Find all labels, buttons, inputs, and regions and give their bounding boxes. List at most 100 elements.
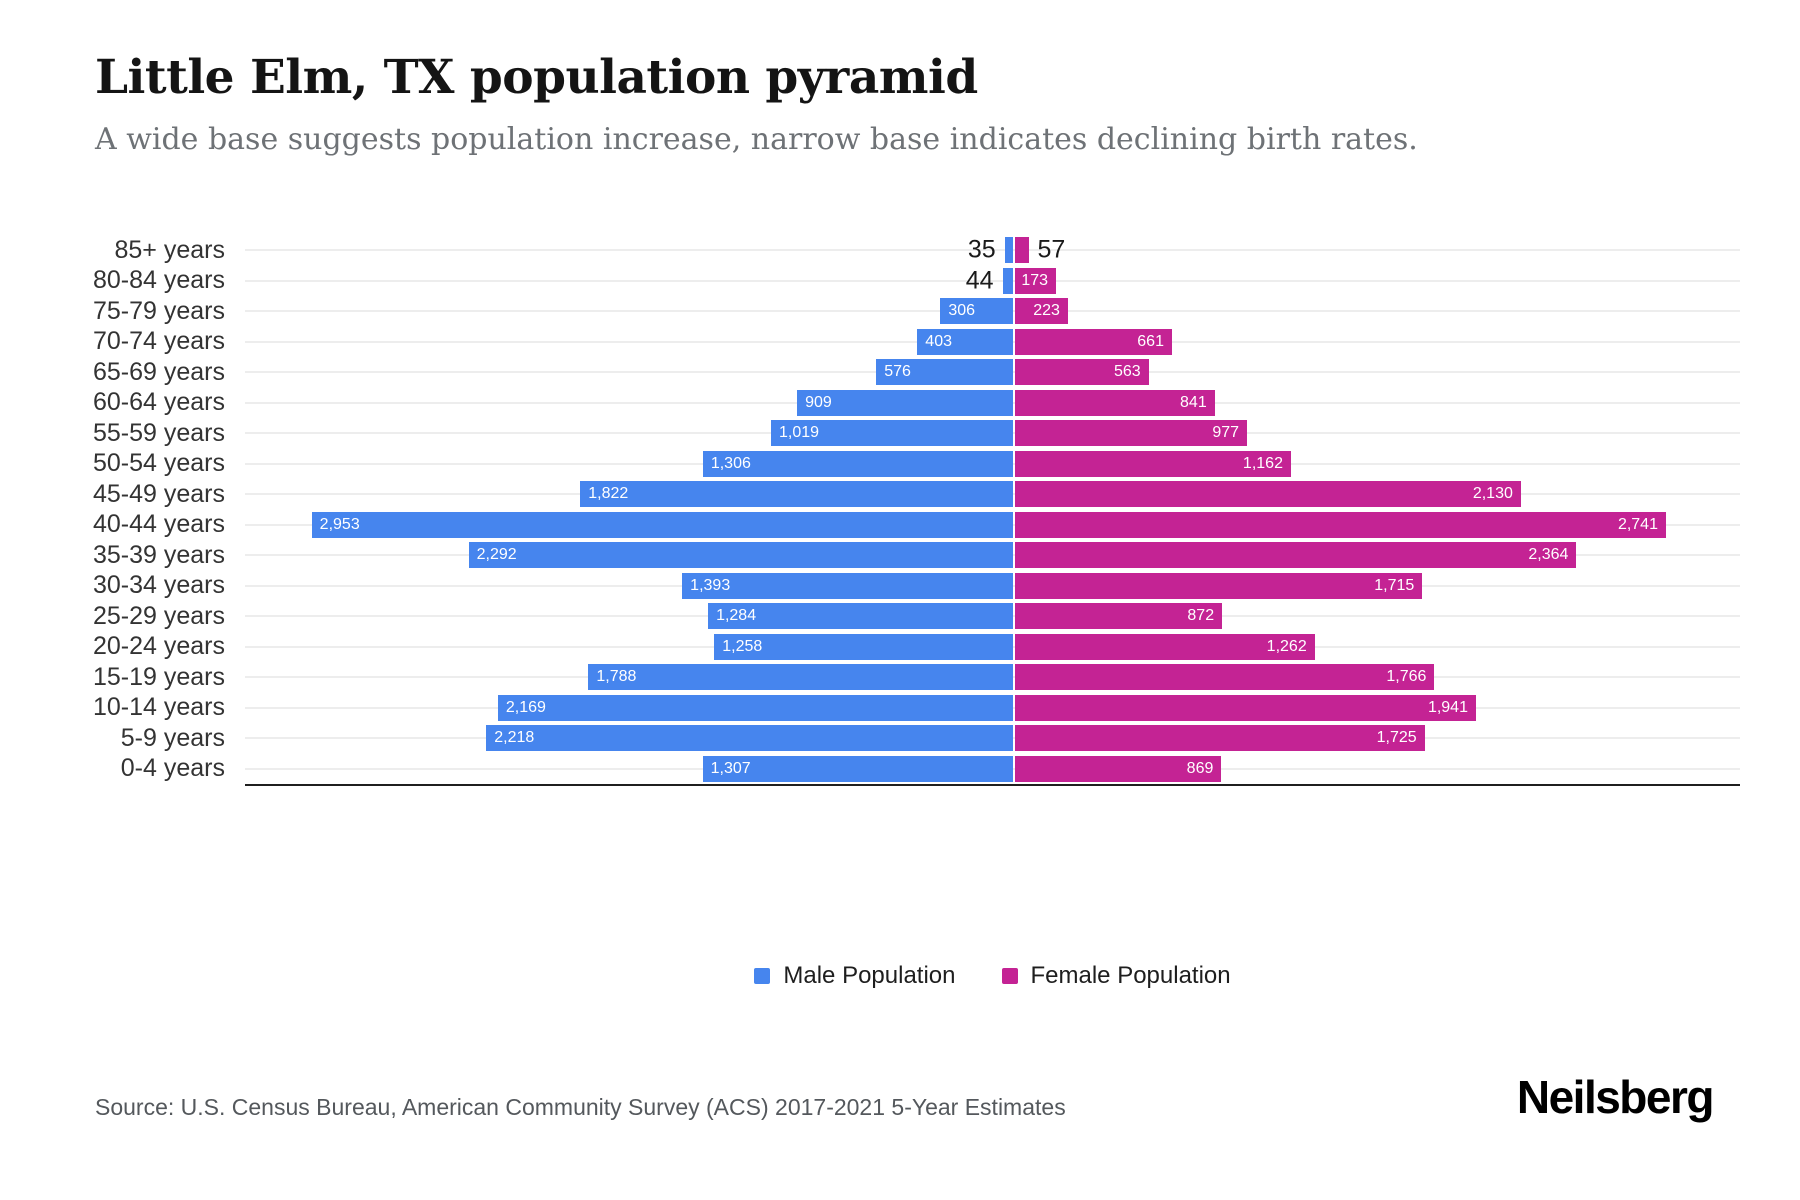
male-value-label: 1,822: [588, 485, 629, 503]
source-text: Source: U.S. Census Bureau, American Com…: [95, 1094, 1066, 1120]
plot-area: 1,258 1,262: [245, 632, 1740, 663]
pyramid-row: 0-4 years 1,307 869: [50, 754, 1740, 785]
female-bar[interactable]: [1015, 237, 1029, 264]
pyramid-row: 85+ years 35 57: [50, 235, 1740, 266]
plot-area: 2,218 1,725: [245, 723, 1740, 754]
female-value-label: 869: [1186, 759, 1214, 777]
female-value-label: 2,130: [1472, 485, 1513, 503]
plot-area: 1,284 872: [245, 601, 1740, 632]
male-value-label: 1,284: [716, 607, 757, 625]
chart-subtitle: A wide base suggests population increase…: [95, 122, 1418, 157]
male-value-label: 2,218: [494, 729, 535, 747]
legend-male-label: Male Population: [783, 962, 956, 989]
plot-area: 35 57: [245, 235, 1740, 266]
female-bar[interactable]: 223: [1015, 298, 1068, 325]
female-bar[interactable]: 1,766: [1015, 664, 1435, 691]
male-value-label: 306: [948, 302, 976, 320]
pyramid-row: 75-79 years 306 223: [50, 296, 1740, 327]
age-label: 65-69 years: [92, 357, 225, 386]
female-bar[interactable]: 1,725: [1015, 725, 1425, 752]
male-bar[interactable]: 2,953: [311, 511, 1013, 538]
pyramid-row: 5-9 years 2,218 1,725: [50, 723, 1740, 754]
female-bar[interactable]: 869: [1015, 755, 1222, 782]
male-value-label: 2,169: [505, 698, 546, 716]
plot-area: 1,306 1,162: [245, 449, 1740, 480]
female-bar[interactable]: 872: [1015, 603, 1223, 630]
female-value-label: 223: [1033, 302, 1060, 320]
plot-area: 1,307 869: [245, 754, 1740, 785]
male-bar[interactable]: 909: [797, 389, 1013, 416]
male-bar[interactable]: [1004, 237, 1013, 264]
female-value-label: 1,715: [1374, 576, 1415, 594]
male-bar[interactable]: [1002, 267, 1013, 294]
legend-item-female[interactable]: Female Population: [1001, 962, 1231, 990]
plot-area: 576 563: [245, 357, 1740, 388]
female-bar[interactable]: 2,364: [1015, 542, 1577, 569]
age-label: 85+ years: [114, 235, 226, 264]
female-bar[interactable]: 2,130: [1015, 481, 1521, 508]
age-label: 55-59 years: [92, 418, 225, 447]
pyramid-row: 45-49 years 1,822 2,130: [50, 479, 1740, 510]
female-bar[interactable]: 1,715: [1015, 572, 1423, 599]
male-value-label: 909: [805, 393, 832, 411]
female-value-label: 1,941: [1427, 698, 1468, 716]
female-value-label: 841: [1180, 393, 1207, 411]
plot-area: 2,169 1,941: [245, 693, 1740, 724]
pyramid-row: 65-69 years 576 563: [50, 357, 1740, 388]
male-bar[interactable]: 1,306: [702, 450, 1013, 477]
male-bar[interactable]: 1,822: [580, 481, 1013, 508]
plot-area: 2,953 2,741: [245, 510, 1740, 541]
population-pyramid-chart: 85+ years 35 57 80-84 years 44 173 75-79 years…: [50, 235, 1740, 786]
male-value-label: 1,393: [690, 576, 731, 594]
plot-area: 403 661: [245, 327, 1740, 358]
female-value-label: 2,364: [1528, 546, 1569, 564]
pyramid-row: 70-74 years 403 661: [50, 327, 1740, 358]
female-value-label: 872: [1187, 607, 1215, 625]
male-bar[interactable]: 1,393: [682, 572, 1013, 599]
male-bar[interactable]: 306: [940, 298, 1013, 325]
legend-item-male[interactable]: Male Population: [754, 962, 956, 990]
female-bar[interactable]: 1,162: [1015, 450, 1291, 477]
plot-area: 1,788 1,766: [245, 662, 1740, 693]
male-value-label: 1,307: [710, 759, 751, 777]
age-label: 75-79 years: [92, 296, 225, 325]
female-value-label: 2,741: [1617, 515, 1658, 533]
male-bar[interactable]: 2,169: [497, 694, 1013, 721]
female-bar[interactable]: 563: [1015, 359, 1149, 386]
female-value-label: 1,162: [1242, 454, 1283, 472]
male-bar[interactable]: 1,284: [708, 603, 1013, 630]
female-bar[interactable]: 1,262: [1015, 633, 1315, 660]
female-bar[interactable]: 661: [1015, 328, 1172, 355]
age-label: 80-84 years: [92, 266, 225, 295]
male-swatch-icon: [754, 968, 771, 984]
age-label: 0-4 years: [120, 754, 225, 783]
female-bar[interactable]: 2,741: [1015, 511, 1666, 538]
male-bar[interactable]: 2,218: [486, 725, 1013, 752]
male-value-label: 1,019: [779, 424, 820, 442]
female-bar[interactable]: 977: [1015, 420, 1248, 447]
male-bar[interactable]: 576: [876, 359, 1013, 386]
male-bar[interactable]: 1,019: [771, 420, 1013, 447]
plot-area: 1,822 2,130: [245, 479, 1740, 510]
male-value-label: 2,953: [319, 515, 360, 533]
pyramid-row: 60-64 years 909 841: [50, 388, 1740, 419]
male-bar[interactable]: 1,307: [702, 755, 1013, 782]
male-bar[interactable]: 1,788: [588, 664, 1013, 691]
female-bar[interactable]: 841: [1015, 389, 1215, 416]
plot-area: 1,393 1,715: [245, 571, 1740, 602]
male-value-label: 2,292: [476, 546, 517, 564]
legend: Male Population Female Population: [245, 962, 1740, 990]
male-value-label: 576: [884, 363, 911, 381]
female-bar[interactable]: 1,941: [1015, 694, 1476, 721]
age-label: 10-14 years: [92, 693, 225, 722]
female-bar[interactable]: 173: [1015, 267, 1057, 294]
age-label: 30-34 years: [92, 571, 225, 600]
male-bar[interactable]: 403: [917, 328, 1013, 355]
age-label: 35-39 years: [92, 540, 225, 569]
brand-logo: Neilsberg: [1516, 1071, 1715, 1123]
pyramid-row: 55-59 years 1,019 977: [50, 418, 1740, 449]
male-bar[interactable]: 1,258: [714, 633, 1013, 660]
male-bar[interactable]: 2,292: [468, 542, 1013, 569]
age-label: 25-29 years: [92, 601, 225, 630]
